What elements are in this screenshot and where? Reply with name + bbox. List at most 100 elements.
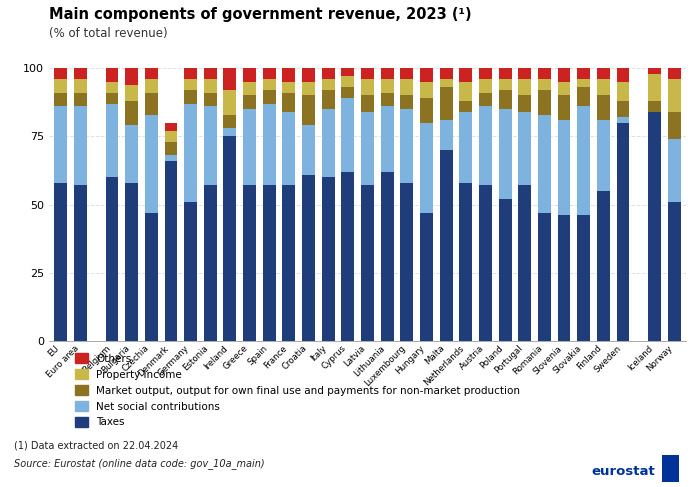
Bar — [55, 79, 67, 93]
Bar — [558, 68, 570, 82]
Bar — [361, 79, 374, 95]
Bar — [262, 90, 276, 104]
Bar — [283, 82, 295, 93]
Bar — [400, 79, 413, 95]
Bar — [440, 68, 452, 79]
Bar — [262, 104, 276, 186]
Bar — [74, 186, 87, 341]
Bar — [381, 93, 393, 106]
Bar — [479, 79, 492, 93]
Bar — [145, 93, 158, 114]
Bar — [381, 106, 393, 172]
Bar — [617, 82, 629, 101]
Bar — [498, 68, 512, 79]
Bar — [361, 112, 374, 186]
Bar — [440, 79, 452, 87]
Bar — [223, 128, 237, 136]
Bar — [578, 68, 590, 79]
Bar — [648, 101, 661, 112]
Bar — [479, 68, 492, 79]
Bar — [223, 136, 237, 341]
Bar — [283, 68, 295, 82]
Bar — [74, 68, 87, 79]
Bar — [617, 101, 629, 117]
Bar — [519, 79, 531, 95]
Bar — [55, 106, 67, 183]
Bar — [459, 68, 473, 82]
Text: (% of total revenue): (% of total revenue) — [49, 27, 167, 40]
Bar — [361, 95, 374, 112]
Bar — [223, 114, 237, 128]
Bar — [597, 79, 610, 95]
Bar — [243, 109, 256, 186]
Bar — [381, 68, 393, 79]
Bar — [538, 213, 551, 341]
Bar — [184, 90, 197, 104]
Bar — [342, 76, 354, 87]
Bar — [322, 90, 335, 109]
Bar — [164, 142, 177, 155]
Text: eurostat: eurostat — [592, 465, 655, 478]
Bar — [519, 95, 531, 112]
Bar — [538, 68, 551, 79]
Bar — [400, 183, 413, 341]
Bar — [204, 106, 216, 186]
Bar — [648, 68, 661, 74]
Bar — [164, 161, 177, 341]
Bar — [538, 79, 551, 90]
Bar — [617, 68, 629, 82]
Bar — [243, 68, 256, 82]
Bar — [283, 93, 295, 112]
Bar — [145, 68, 158, 79]
Bar — [668, 139, 680, 202]
Bar — [668, 112, 680, 139]
Bar — [420, 98, 433, 123]
Bar — [262, 68, 276, 79]
Bar — [55, 93, 67, 106]
Bar — [204, 186, 216, 341]
Bar — [519, 186, 531, 341]
Bar — [578, 106, 590, 215]
Bar — [125, 183, 138, 341]
Bar — [538, 90, 551, 114]
Bar — [440, 120, 452, 150]
Bar — [558, 120, 570, 215]
Bar — [668, 202, 680, 341]
Bar — [519, 68, 531, 79]
Bar — [498, 109, 512, 199]
Bar — [420, 123, 433, 213]
Bar — [74, 79, 87, 93]
Bar — [459, 112, 473, 183]
Bar — [519, 112, 531, 186]
Bar — [322, 109, 335, 177]
Bar — [204, 68, 216, 79]
Text: Main components of government revenue, 2023 (¹): Main components of government revenue, 2… — [49, 7, 472, 22]
Bar — [668, 79, 680, 112]
Bar — [302, 82, 315, 95]
Bar — [145, 79, 158, 93]
Bar — [459, 183, 473, 341]
Bar — [106, 82, 118, 93]
Bar — [440, 150, 452, 341]
Bar — [381, 79, 393, 93]
Bar — [420, 213, 433, 341]
Bar — [302, 95, 315, 126]
Bar — [184, 68, 197, 79]
Bar — [668, 68, 680, 79]
Bar — [145, 213, 158, 341]
Bar — [361, 68, 374, 79]
Bar — [106, 177, 118, 341]
Bar — [164, 131, 177, 142]
Bar — [283, 112, 295, 186]
Bar — [400, 68, 413, 79]
Bar — [648, 74, 661, 101]
Bar — [204, 79, 216, 93]
Bar — [578, 79, 590, 87]
Bar — [55, 183, 67, 341]
Bar — [597, 191, 610, 341]
Bar — [55, 68, 67, 79]
Bar — [498, 90, 512, 109]
Bar — [440, 87, 452, 120]
Bar — [498, 79, 512, 90]
Bar — [381, 172, 393, 341]
